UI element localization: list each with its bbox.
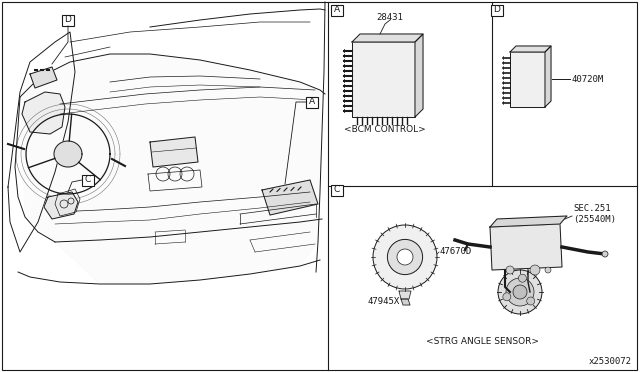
Text: C: C — [334, 186, 340, 195]
Bar — [306, 96, 318, 108]
Polygon shape — [352, 34, 423, 42]
Polygon shape — [545, 46, 551, 107]
Text: D: D — [65, 16, 72, 25]
Text: <STRG ANGLE SENSOR>: <STRG ANGLE SENSOR> — [426, 337, 540, 346]
Circle shape — [527, 297, 535, 305]
Circle shape — [513, 285, 527, 299]
Circle shape — [518, 274, 527, 282]
Circle shape — [506, 266, 514, 274]
Circle shape — [397, 249, 413, 265]
Circle shape — [498, 270, 542, 314]
Polygon shape — [510, 46, 551, 52]
Text: 28431: 28431 — [376, 13, 403, 22]
Text: D: D — [493, 6, 500, 15]
Polygon shape — [490, 224, 562, 270]
Text: 47670D: 47670D — [440, 247, 472, 257]
Circle shape — [602, 251, 608, 257]
Circle shape — [503, 293, 511, 301]
Polygon shape — [399, 291, 411, 299]
Polygon shape — [22, 92, 65, 134]
Circle shape — [373, 225, 437, 289]
Text: 40720M: 40720M — [572, 74, 604, 83]
Bar — [82, 174, 94, 186]
Bar — [331, 4, 343, 16]
Polygon shape — [510, 52, 545, 107]
Circle shape — [545, 267, 551, 273]
Polygon shape — [401, 299, 410, 305]
Polygon shape — [20, 54, 322, 284]
Polygon shape — [54, 141, 82, 167]
Text: <BCM CONTROL>: <BCM CONTROL> — [344, 125, 426, 135]
Polygon shape — [262, 180, 318, 215]
Polygon shape — [8, 32, 75, 252]
Text: 47945X: 47945X — [368, 297, 400, 306]
Polygon shape — [415, 34, 423, 117]
Circle shape — [506, 278, 534, 306]
Text: x2530072: x2530072 — [589, 357, 632, 366]
Bar — [331, 185, 343, 196]
Bar — [62, 15, 74, 26]
Bar — [491, 4, 503, 16]
Polygon shape — [150, 137, 198, 167]
Circle shape — [530, 265, 540, 275]
Text: C: C — [85, 176, 91, 185]
Polygon shape — [30, 67, 57, 88]
Polygon shape — [44, 192, 78, 219]
Text: A: A — [334, 6, 340, 15]
Polygon shape — [352, 42, 415, 117]
Text: SEC.251
(25540M): SEC.251 (25540M) — [573, 203, 616, 224]
Text: A: A — [309, 97, 315, 106]
Circle shape — [387, 240, 422, 275]
Polygon shape — [490, 216, 567, 227]
